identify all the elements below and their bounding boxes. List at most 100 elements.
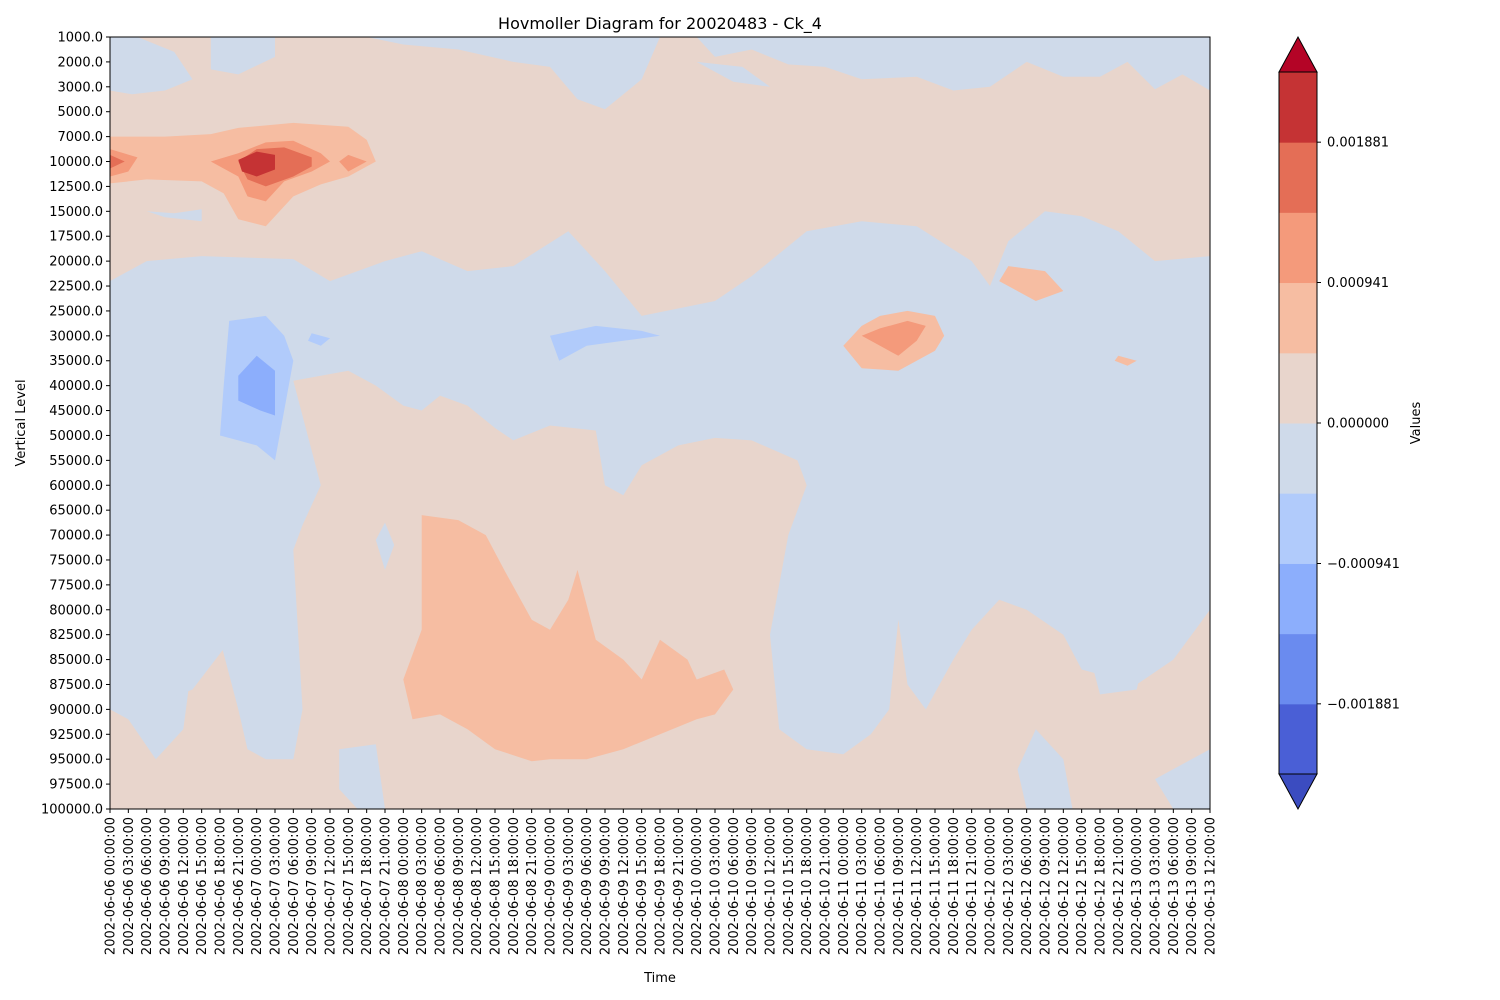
x-tick-label: 2002-06-11 12:00:00 — [910, 817, 925, 955]
y-tick-label: 3000.0 — [58, 80, 104, 95]
x-tick-label: 2002-06-12 18:00:00 — [1094, 817, 1109, 955]
x-tick-label: 2002-06-07 03:00:00 — [269, 817, 284, 955]
colorbar-segment — [1279, 282, 1317, 354]
y-tick-label: 85000.0 — [49, 653, 103, 668]
y-tick-label: 90000.0 — [49, 703, 103, 718]
y-tick-label: 82500.0 — [49, 628, 103, 643]
x-tick-label: 2002-06-08 09:00:00 — [452, 817, 467, 955]
x-tick-label: 2002-06-09 21:00:00 — [672, 817, 687, 955]
x-tick-label: 2002-06-13 12:00:00 — [1204, 817, 1219, 955]
contour-region-9 — [1090, 639, 1146, 695]
y-axis-label: Vertical Level — [14, 379, 29, 466]
x-tick-label: 2002-06-06 15:00:00 — [195, 817, 210, 955]
colorbar-segment — [1279, 352, 1317, 424]
x-tick-label: 2002-06-12 15:00:00 — [1075, 817, 1090, 955]
y-tick-label: 22500.0 — [49, 280, 103, 295]
contour-region-6 — [339, 744, 385, 809]
contour-region-20 — [999, 266, 1064, 301]
x-tick-label: 2002-06-11 18:00:00 — [947, 817, 962, 955]
x-tick-label: 2002-06-09 15:00:00 — [635, 817, 650, 955]
contour-region-8 — [1155, 749, 1210, 809]
colorbar: 0.001881 0.000941 0.000000 −0.000941 −0.0018… — [1278, 35, 1400, 811]
y-tick-label: 55000.0 — [49, 454, 103, 469]
y-tick-label: 97500.0 — [49, 778, 103, 793]
y-tick-label: 65000.0 — [49, 504, 103, 519]
x-tick-label: 2002-06-13 00:00:00 — [1130, 817, 1145, 955]
y-tick-label: 60000.0 — [49, 479, 103, 494]
x-tick-label: 2002-06-09 00:00:00 — [544, 817, 559, 955]
x-tick-label: 2002-06-10 21:00:00 — [819, 817, 834, 955]
x-tick-label: 2002-06-11 06:00:00 — [874, 817, 889, 955]
colorbar-extend-min — [1278, 773, 1318, 811]
colorbar-segment — [1279, 493, 1317, 564]
colorbar-segment — [1279, 142, 1317, 213]
y-tick-label: 30000.0 — [49, 329, 103, 344]
x-tick-label: 2002-06-10 09:00:00 — [745, 817, 760, 955]
y-tick-label: 40000.0 — [49, 379, 103, 394]
y-tick-label: 7000.0 — [58, 130, 104, 145]
x-tick-label: 2002-06-12 00:00:00 — [984, 817, 999, 955]
colorbar-segment — [1279, 703, 1317, 775]
y-tick-label: 77500.0 — [49, 578, 103, 593]
contour-region-16 — [238, 355, 275, 416]
y-tick-label: 45000.0 — [49, 404, 103, 419]
x-tick-label: 2002-06-10 03:00:00 — [709, 817, 724, 955]
contour-region-12 — [146, 209, 202, 222]
x-tick-label: 2002-06-09 03:00:00 — [562, 817, 577, 955]
contour-region-11 — [696, 61, 770, 87]
x-tick-label: 2002-06-11 00:00:00 — [837, 817, 852, 955]
colorbar-segment — [1279, 563, 1317, 635]
x-tick-label: 2002-06-06 18:00:00 — [214, 817, 229, 955]
colorbar-tick-label: −0.000941 — [1327, 557, 1400, 572]
x-tick-label: 2002-06-06 21:00:00 — [232, 817, 247, 955]
x-tick-label: 2002-06-08 15:00:00 — [489, 817, 504, 955]
x-tick-label: 2002-06-12 03:00:00 — [1002, 817, 1017, 955]
x-tick-label: 2002-06-10 15:00:00 — [782, 817, 797, 955]
y-tick-label: 10000.0 — [49, 155, 103, 170]
x-tick-label: 2002-06-12 06:00:00 — [1020, 817, 1035, 955]
colorbar-segment — [1279, 212, 1317, 284]
x-tick-label: 2002-06-08 00:00:00 — [397, 817, 412, 955]
contour-region-28 — [238, 151, 275, 177]
y-tick-label: 70000.0 — [49, 529, 103, 544]
y-tick-label: 87500.0 — [49, 678, 103, 693]
x-tick-label: 2002-06-06 03:00:00 — [122, 817, 137, 955]
x-tick-label: 2002-06-07 21:00:00 — [379, 817, 394, 955]
y-tick-label: 75000.0 — [49, 553, 103, 568]
contour-region-10 — [1017, 729, 1073, 809]
contour-region-5 — [110, 490, 248, 715]
x-tick-label: 2002-06-07 09:00:00 — [305, 817, 320, 955]
x-tick-label: 2002-06-08 21:00:00 — [525, 817, 540, 955]
x-tick-label: 2002-06-07 15:00:00 — [342, 817, 357, 955]
x-tick-label: 2002-06-08 18:00:00 — [507, 817, 522, 955]
y-tick-label: 5000.0 — [58, 105, 104, 120]
y-tick-label: 25000.0 — [49, 304, 103, 319]
x-tick-label: 2002-06-12 09:00:00 — [1039, 817, 1054, 955]
y-tick-label: 92500.0 — [49, 728, 103, 743]
colorbar-label: Values — [1409, 402, 1424, 445]
x-tick-label: 2002-06-13 09:00:00 — [1185, 817, 1200, 955]
y-tick-label: 12500.0 — [49, 180, 103, 195]
x-tick-label: 2002-06-12 12:00:00 — [1057, 817, 1072, 955]
y-tick-label: 80000.0 — [49, 603, 103, 618]
x-tick-label: 2002-06-13 03:00:00 — [1149, 817, 1164, 955]
y-tick-label: 50000.0 — [49, 429, 103, 444]
x-axis-label: Time — [643, 971, 676, 986]
x-tick-label: 2002-06-07 06:00:00 — [287, 817, 302, 955]
x-tick-label: 2002-06-13 06:00:00 — [1167, 817, 1182, 955]
y-tick-label: 20000.0 — [49, 255, 103, 270]
x-tick-label: 2002-06-08 12:00:00 — [470, 817, 485, 955]
x-tick-label: 2002-06-10 06:00:00 — [727, 817, 742, 955]
x-tick-label: 2002-06-07 00:00:00 — [250, 817, 265, 955]
colorbar-segment — [1279, 633, 1317, 705]
x-tick-label: 2002-06-11 21:00:00 — [965, 817, 980, 955]
y-tick-label: 35000.0 — [49, 354, 103, 369]
x-tick-label: 2002-06-06 00:00:00 — [104, 817, 119, 955]
x-tick-label: 2002-06-10 12:00:00 — [764, 817, 779, 955]
contour-region-22 — [110, 149, 138, 177]
x-tick-label: 2002-06-09 12:00:00 — [617, 817, 632, 955]
chart-title: Hovmoller Diagram for 20020483 - Ck_4 — [498, 14, 822, 34]
colorbar-tick-label: −0.001881 — [1327, 697, 1400, 712]
x-tick-label: 2002-06-08 03:00:00 — [415, 817, 430, 955]
y-tick-label: 1000.0 — [58, 31, 104, 46]
